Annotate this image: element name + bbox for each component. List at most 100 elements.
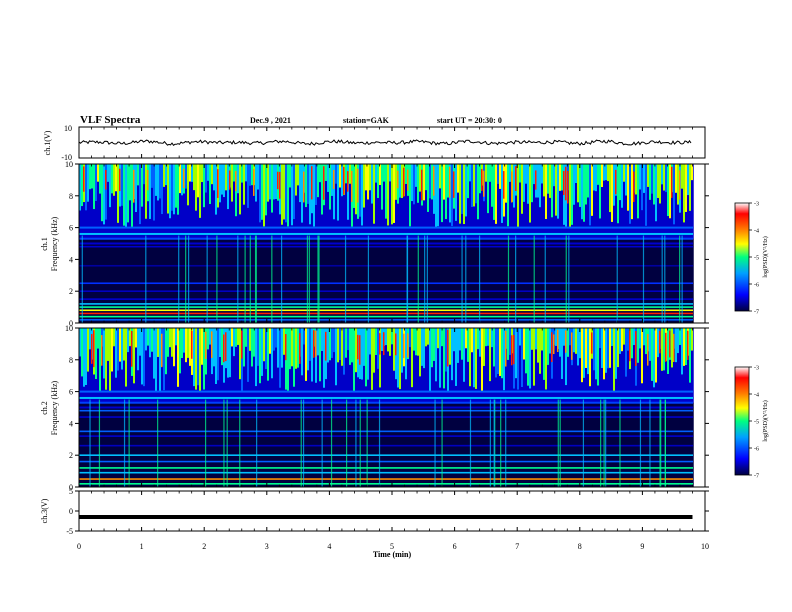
spectrogram-spike <box>568 235 570 323</box>
spectrogram-column <box>355 164 357 215</box>
spectrogram-spike <box>178 235 180 323</box>
spectrogram-column <box>97 164 99 182</box>
spectrogram-column <box>421 328 423 366</box>
spectrogram-column <box>489 164 491 182</box>
spectrogram-column <box>249 164 251 186</box>
spectrogram-column <box>245 164 247 182</box>
spectrogram-column <box>243 164 245 205</box>
spectrogram-column <box>493 164 495 220</box>
ch2-spec-yticks: 0 2 4 6 8 10 <box>65 324 709 492</box>
spectrogram-column <box>497 328 499 375</box>
spectrogram-column <box>525 164 527 184</box>
spectrogram-column <box>201 164 203 183</box>
spectrogram-column <box>437 164 439 227</box>
spectrogram-spike <box>681 235 683 323</box>
spectrogram-column <box>589 164 591 226</box>
spectrogram-column <box>133 169 135 203</box>
spectrogram-column <box>449 328 451 365</box>
spectrogram-column <box>81 164 83 207</box>
spectrogram-column <box>351 328 353 363</box>
spectrogram-column <box>173 328 175 367</box>
spectrogram-column <box>103 328 105 379</box>
spectrogram-column <box>127 328 129 353</box>
spectrogram-column <box>537 164 539 198</box>
spectrogram-column <box>305 328 307 381</box>
spectrogram-column <box>163 328 165 391</box>
spectrogram-spike <box>330 399 333 487</box>
spectrogram-column <box>93 330 95 368</box>
spectrogram-column <box>247 328 249 382</box>
spectrogram-column <box>251 164 253 186</box>
spectrogram-column <box>607 164 609 182</box>
spectrogram-column <box>279 171 281 199</box>
spectrogram-column <box>205 164 207 193</box>
spectrogram-spike <box>533 235 535 323</box>
colorbar-tick-label: -5 <box>754 256 759 262</box>
ytick-label: 2 <box>69 451 73 460</box>
spectrogram-column <box>319 328 321 382</box>
spectrogram-column <box>571 164 573 225</box>
spectrogram-column <box>287 164 289 227</box>
spectrogram-column <box>499 328 501 376</box>
spectrogram-column <box>645 164 647 226</box>
spectrogram-column <box>195 164 197 211</box>
spectrogram-column <box>85 328 87 385</box>
spectrogram-column <box>501 328 503 379</box>
spectrogram-column <box>411 164 413 202</box>
spectrogram-column <box>115 164 117 192</box>
spectrogram-column <box>293 164 295 220</box>
spectrogram-column <box>677 328 679 354</box>
spectrogram-column <box>591 332 593 354</box>
spectrogram-spike <box>216 235 218 323</box>
spectrogram-line <box>79 319 693 321</box>
spectrogram-column <box>527 328 529 386</box>
spectrogram-column <box>385 164 387 219</box>
spectrogram-column <box>589 328 591 387</box>
spectrogram-column <box>351 170 353 202</box>
spectrogram-column <box>87 328 89 372</box>
spectrogram-column <box>101 335 103 366</box>
spectrogram-spike <box>659 399 661 487</box>
spectrogram-column <box>307 164 309 204</box>
xtick-label: 8 <box>578 542 582 551</box>
spectrogram-spike <box>249 235 251 323</box>
spectrogram-column <box>443 164 445 200</box>
spectrogram-column <box>677 164 679 205</box>
spectrogram-column <box>79 164 81 211</box>
ytick-label: 6 <box>69 388 73 397</box>
time-axis-ticklabels: 0 1 2 3 4 5 6 7 8 9 10 <box>77 542 709 551</box>
spectrogram-column <box>363 328 365 366</box>
spectrogram-column <box>459 164 461 224</box>
spectrogram-column <box>97 328 99 349</box>
spectrogram-column <box>643 164 645 193</box>
time-axis-label: Time (min) <box>373 550 412 559</box>
spectrogram-column <box>481 328 483 391</box>
spectrogram-column <box>213 164 215 191</box>
spectrogram-column <box>329 164 331 210</box>
spectrogram-line <box>79 226 693 229</box>
spectrogram-column <box>489 328 491 382</box>
spectrogram-spike <box>302 399 305 487</box>
spectrogram-column <box>207 328 209 350</box>
spectrogram-column <box>409 328 411 348</box>
spectrogram-column <box>165 328 167 375</box>
spectrogram-column <box>475 164 477 204</box>
spectrogram-column <box>655 328 657 383</box>
spectrogram-column <box>291 328 293 367</box>
spectrogram-spike <box>367 235 370 323</box>
xtick-label: 1 <box>140 542 144 551</box>
spectrogram-column <box>331 164 333 196</box>
spectrogram-column <box>597 328 599 386</box>
spectrogram-column <box>273 164 275 200</box>
spectrogram-column <box>417 164 419 203</box>
colorbar-tick-label: -4 <box>754 229 759 235</box>
spectrogram-column <box>291 164 293 226</box>
spectrogram-column <box>349 164 351 184</box>
spectrogram-column <box>487 328 489 346</box>
spectrogram-spike <box>378 399 381 487</box>
spectrogram-column <box>175 164 177 208</box>
spectrogram-column <box>143 328 145 387</box>
ch1-colorbar-label: log(PSD)(V²/Hz) <box>762 236 769 277</box>
spectrogram-column <box>559 164 561 191</box>
spectrogram-column <box>547 328 549 365</box>
